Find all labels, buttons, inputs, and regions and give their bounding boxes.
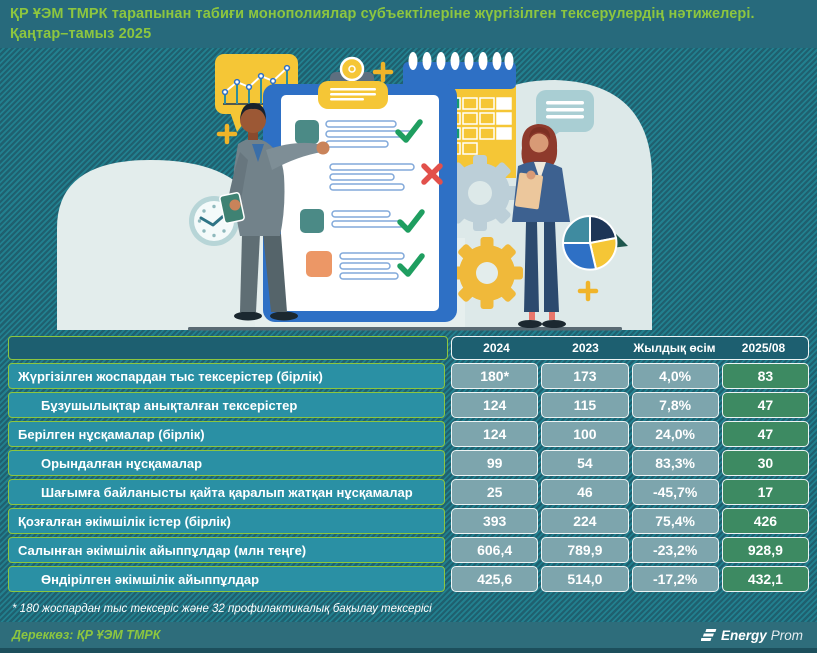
value-cell: 30 [721, 450, 809, 476]
row-label: Жүргізілген жоспардан тыс тексерістер (б… [8, 363, 445, 389]
results-table: 2024 2023 Жылдық өсім 2025/08 Жүргізілге… [8, 336, 809, 595]
value-cell: -17,2% [631, 566, 719, 592]
value-cell: 124 [451, 392, 539, 418]
table-column-headers: 2024 2023 Жылдық өсім 2025/08 [451, 336, 809, 360]
table-row: Орындалған нұсқамалар 99 54 83,3% 30 [8, 450, 809, 476]
value-cell: 180* [451, 363, 539, 389]
table-corner-cell [8, 336, 448, 360]
value-cell: 100 [541, 421, 629, 447]
value-cell: 83,3% [631, 450, 719, 476]
businesswoman-figure [512, 124, 570, 328]
value-cell: 224 [541, 508, 629, 534]
row-label: Өндірілген әкімшілік айыппұлдар [8, 566, 445, 592]
pie-chart-icon [561, 214, 618, 271]
value-cell: 425,6 [451, 566, 539, 592]
value-cell: 928,9 [721, 537, 809, 563]
column-header-growth: Жылдық өсім [633, 341, 716, 355]
value-cell: 54 [541, 450, 629, 476]
column-header-2024: 2024 [483, 341, 510, 355]
footer: Дереккөз: ҚР ҰЭМ ТМРК Energy Prom [0, 622, 817, 648]
energyprom-logo: Energy Prom [700, 627, 803, 643]
row-label: Қозғалған әкімшілік істер (бірлік) [8, 508, 445, 534]
value-cell: 124 [451, 421, 539, 447]
illustration [57, 52, 652, 331]
gear-icon [451, 237, 523, 309]
table-row: Өндірілген әкімшілік айыппұлдар 425,6 51… [8, 566, 809, 592]
value-cell: 75,4% [631, 508, 719, 534]
page-subtitle: Қаңтар–тамыз 2025 [10, 25, 152, 42]
logo-text-energy: Energy [720, 627, 767, 643]
value-cell: 25 [451, 479, 539, 505]
table-row: Бұзушылықтар анықталған тексерістер 124 … [8, 392, 809, 418]
value-cell: 393 [451, 508, 539, 534]
value-cell: -23,2% [631, 537, 719, 563]
value-cell: 47 [721, 392, 809, 418]
row-label: Берілген нұсқамалар (бірлік) [8, 421, 445, 447]
value-cell: 606,4 [451, 537, 539, 563]
businessman-figure [219, 103, 330, 321]
value-cell: 426 [721, 508, 809, 534]
row-label: Орындалған нұсқамалар [8, 450, 445, 476]
value-cell: 17 [721, 479, 809, 505]
column-header-2023: 2023 [572, 341, 599, 355]
column-header-2025-08: 2025/08 [741, 341, 786, 355]
value-cell: -45,7% [631, 479, 719, 505]
value-cell: 789,9 [541, 537, 629, 563]
value-cell: 432,1 [721, 566, 809, 592]
value-cell: 99 [451, 450, 539, 476]
value-cell: 24,0% [631, 421, 719, 447]
value-cell: 514,0 [541, 566, 629, 592]
page-title: ҚР ҰЭМ ТМРК тарапынан табиғи монополияла… [10, 6, 755, 22]
table-row: Қозғалған әкімшілік істер (бірлік) 393 2… [8, 508, 809, 534]
table-row: Жүргізілген жоспардан тыс тексерістер (б… [8, 363, 809, 389]
value-cell: 83 [721, 363, 809, 389]
value-cell: 47 [721, 421, 809, 447]
value-cell: 4,0% [631, 363, 719, 389]
clipboard-checklist-icon [263, 56, 457, 322]
table-header-row: 2024 2023 Жылдық өсім 2025/08 [8, 336, 809, 360]
row-label: Бұзушылықтар анықталған тексерістер [8, 392, 445, 418]
table-row: Берілген нұсқамалар (бірлік) 124 100 24,… [8, 421, 809, 447]
value-cell: 7,8% [631, 392, 719, 418]
plus-icon [216, 61, 599, 302]
value-cell: 46 [541, 479, 629, 505]
logo-text-prom: Prom [770, 627, 803, 643]
source-label: Дереккөз: ҚР ҰЭМ ТМРК [12, 628, 161, 642]
table-row: Шағымға байланысты қайта қаралып жатқан … [8, 479, 809, 505]
energyprom-logo-icon [700, 629, 717, 641]
row-label: Шағымға байланысты қайта қаралып жатқан … [8, 479, 445, 505]
row-label: Салынған әкімшілік айыппұлдар (млн теңге… [8, 537, 445, 563]
gear-icon [442, 155, 518, 231]
table-row: Салынған әкімшілік айыппұлдар (млн теңге… [8, 537, 809, 563]
value-cell: 173 [541, 363, 629, 389]
bottom-strip [0, 648, 817, 653]
title-band: ҚР ҰЭМ ТМРК тарапынан табиғи монополияла… [0, 0, 817, 48]
ground-line [188, 327, 622, 331]
footnote: * 180 жоспардан тыс тексеріс және 32 про… [12, 603, 432, 615]
value-cell: 115 [541, 392, 629, 418]
